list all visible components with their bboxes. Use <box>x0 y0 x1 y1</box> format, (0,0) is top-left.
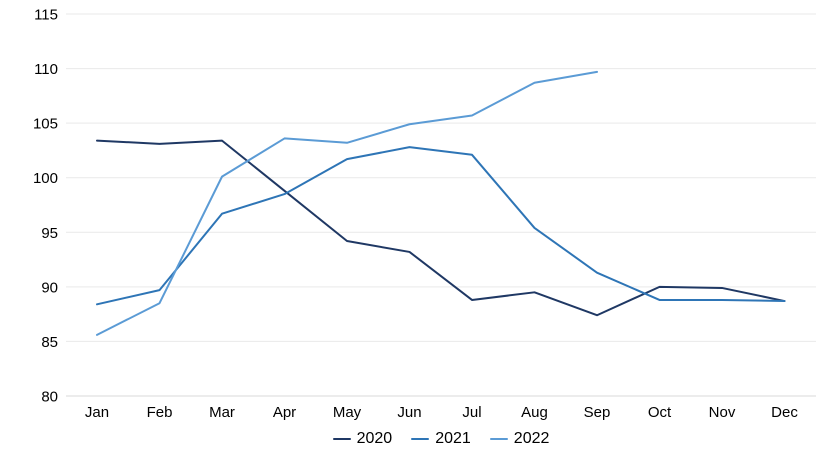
x-tick-label: Oct <box>648 404 672 421</box>
legend-marker-2020-icon <box>332 437 351 441</box>
legend-label-2022: 2022 <box>513 430 550 447</box>
legend-label-2020: 2020 <box>356 430 393 447</box>
x-tick-label: Feb <box>147 404 173 421</box>
x-tick-label: Jun <box>397 404 421 421</box>
chart-legend: 2020 2021 2022 <box>66 431 816 447</box>
x-tick-label: Jan <box>85 404 109 421</box>
y-tick-label: 90 <box>41 279 58 296</box>
plot-area: 80 85 90 95 100 105 110 115 Jan Feb Mar Apr May Jun Ju… <box>33 7 816 421</box>
legend-item-2021: 2021 <box>411 431 471 447</box>
y-tick-label: 110 <box>34 61 58 78</box>
x-tick-label: Apr <box>273 404 296 421</box>
series-line-2020 <box>96 139 786 317</box>
x-tick-label: Jul <box>462 404 481 421</box>
x-tick-label: Aug <box>521 404 548 421</box>
series-line-2021 <box>96 146 786 306</box>
y-tick-label: 85 <box>41 334 58 351</box>
y-tick-label: 115 <box>34 7 58 24</box>
legend-marker-2021-icon <box>411 437 430 441</box>
series-line-2022 <box>96 70 598 336</box>
x-tick-label: Nov <box>709 404 736 421</box>
x-tick-label: Mar <box>209 404 235 421</box>
legend-item-2022: 2022 <box>489 430 550 447</box>
x-tick-label: May <box>333 404 362 421</box>
y-tick-label: 95 <box>41 225 58 242</box>
y-tick-label: 100 <box>33 170 58 187</box>
y-tick-label: 105 <box>33 116 58 133</box>
legend-item-2020: 2020 <box>332 430 393 447</box>
x-tick-label: Dec <box>771 404 798 421</box>
legend-label-2021: 2021 <box>435 430 471 447</box>
x-tick-label: Sep <box>584 404 611 421</box>
legend-marker-2022-icon <box>489 437 508 441</box>
y-tick-label: 80 <box>41 389 58 406</box>
